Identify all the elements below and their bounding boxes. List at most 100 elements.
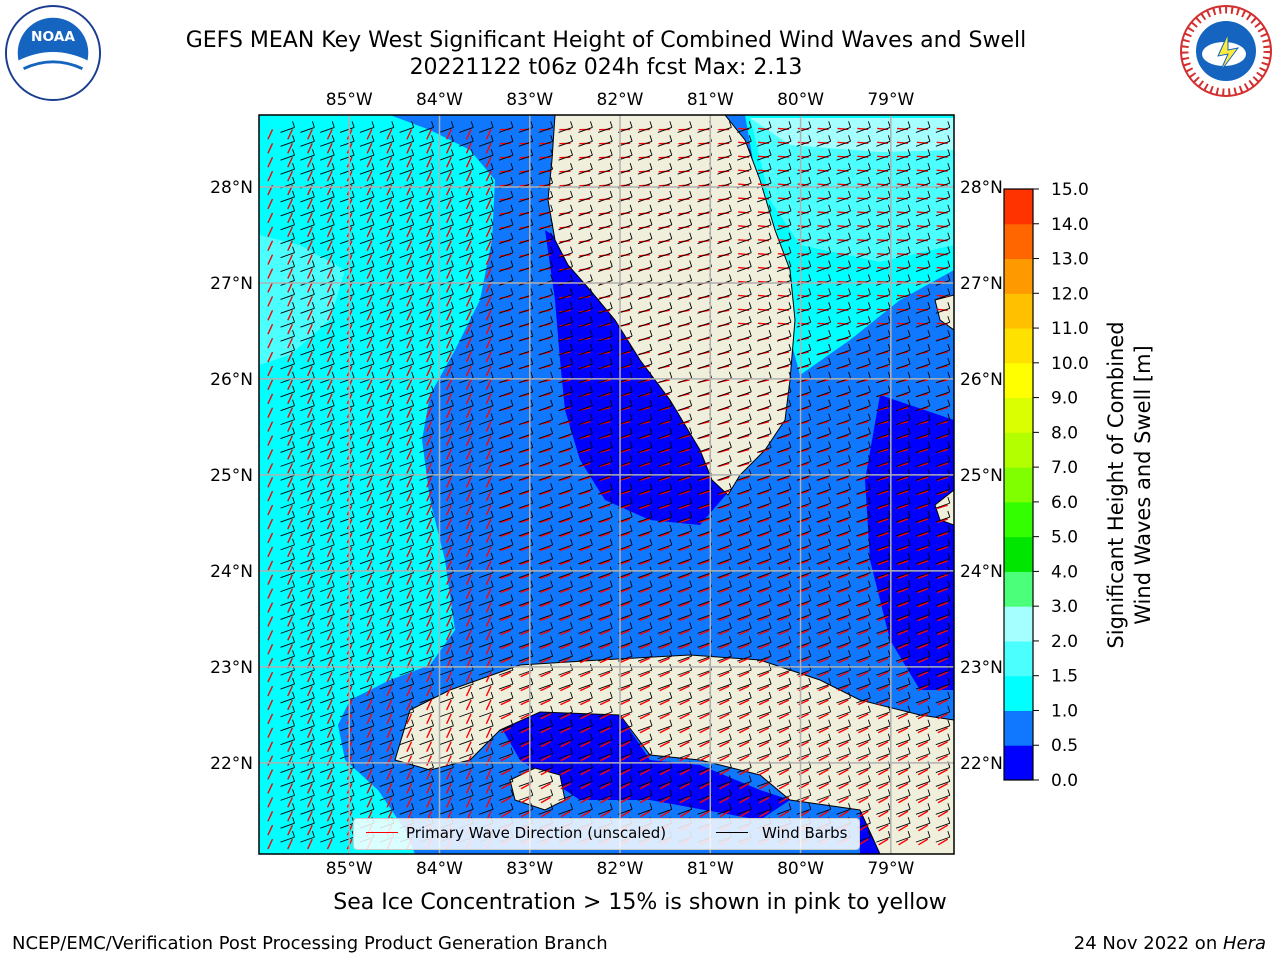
wave-arrow <box>406 797 413 808</box>
wind-barb-flag <box>907 719 911 726</box>
wind-barb <box>856 266 871 272</box>
wind-barb <box>459 544 474 551</box>
wave-arrow <box>877 587 889 594</box>
wave-arrow <box>918 824 929 832</box>
wind-barb <box>637 614 653 620</box>
wind-barb <box>637 405 653 412</box>
wind-barb-flag <box>609 357 613 365</box>
wave-arrow <box>520 643 531 650</box>
wave-arrow <box>406 630 413 641</box>
wind-barb-flag <box>450 566 454 573</box>
wind-barb-flag <box>848 691 851 699</box>
wind-barb <box>737 321 752 328</box>
wind-barb <box>419 572 434 579</box>
wind-barb-flag <box>748 524 752 532</box>
wind-barb <box>578 544 593 551</box>
wind-barb-flag <box>470 622 474 629</box>
wave-arrow <box>366 421 373 432</box>
wind-barb-flag <box>867 650 871 657</box>
wave-arrow <box>619 518 631 524</box>
wave-arrow <box>306 644 313 655</box>
wave-arrow <box>639 462 651 468</box>
wind-barb-flag <box>848 622 851 629</box>
wind-barb-flag <box>828 622 832 629</box>
wind-barb <box>697 210 712 217</box>
wind-barb <box>637 641 653 648</box>
wind-barb-flag <box>867 246 871 253</box>
wind-barb-flag <box>589 204 593 212</box>
wind-barb-flag <box>411 677 415 685</box>
wind-barb-flag <box>371 274 375 281</box>
wave-arrow <box>619 755 631 762</box>
wind-barb-flag <box>609 608 613 615</box>
wind-barb <box>956 336 970 341</box>
wind-barb <box>379 488 394 495</box>
wave-arrow <box>406 421 413 432</box>
wind-barb <box>280 614 295 620</box>
wind-barb <box>399 433 414 439</box>
wind-barb-flag <box>927 232 931 239</box>
wind-barb <box>816 238 831 245</box>
wind-barb <box>796 669 811 676</box>
wind-barb <box>379 405 394 412</box>
wind-barb <box>379 168 394 175</box>
wave-arrow <box>465 337 472 349</box>
wind-barb <box>578 238 593 245</box>
wind-barb-flag <box>808 622 812 629</box>
wind-barb-flag <box>550 566 554 573</box>
wind-barb-flag <box>311 608 315 615</box>
wind-barb <box>280 363 295 370</box>
wind-barb-flag <box>689 580 693 587</box>
wind-barb <box>717 655 732 662</box>
wind-barb <box>558 655 573 662</box>
wave-arrow <box>520 574 531 580</box>
wind-barb-flag <box>490 371 494 379</box>
wind-barb <box>280 168 295 175</box>
wind-barb <box>776 391 792 398</box>
wind-barb <box>756 293 772 300</box>
wind-barb <box>637 140 653 147</box>
wind-barb-flag <box>768 371 772 379</box>
wave-arrow <box>699 727 710 734</box>
wind-barb <box>776 516 792 523</box>
wind-barb-flag <box>490 399 494 406</box>
wave-arrow <box>639 490 651 496</box>
wave-arrow <box>639 518 651 524</box>
wind-barb-flag <box>669 371 673 379</box>
wind-barb-flag <box>292 441 295 448</box>
wind-barb-flag <box>867 608 871 615</box>
wind-barb-flag <box>470 121 474 128</box>
wind-barb-flag <box>968 414 970 420</box>
wind-barb <box>300 600 315 606</box>
wind-barb <box>677 516 692 523</box>
wind-barb <box>657 307 672 314</box>
wind-barb-flag <box>331 399 335 406</box>
wind-barb-flag <box>431 455 434 462</box>
wind-barb-flag <box>848 204 851 212</box>
wind-barb <box>756 335 772 342</box>
wind-barb-flag <box>927 260 931 267</box>
wind-barb-flag <box>887 719 891 726</box>
wind-barb <box>816 447 831 453</box>
wind-barb <box>677 572 692 579</box>
wave-arrow <box>699 657 710 664</box>
wind-barb-flag <box>689 371 693 379</box>
wave-arrow <box>306 546 313 558</box>
wave-arrow <box>465 254 472 265</box>
wind-barb <box>598 126 613 133</box>
wind-barb-flag <box>867 580 871 587</box>
wind-barb-flag <box>629 608 633 615</box>
wind-barb-flag <box>589 176 593 184</box>
wave-arrow <box>738 727 750 734</box>
wind-barb <box>598 266 613 272</box>
wind-barb-flag <box>490 288 494 295</box>
wind-barb-flag <box>351 413 355 420</box>
wind-barb <box>598 196 613 203</box>
wind-barb <box>836 168 851 175</box>
wind-barb-flag <box>669 580 673 587</box>
wave-arrow <box>445 421 452 432</box>
wave-arrow <box>326 143 333 154</box>
wind-barb-flag <box>371 524 375 532</box>
wave-arrow <box>639 504 651 510</box>
wind-barb-flag <box>311 385 315 392</box>
